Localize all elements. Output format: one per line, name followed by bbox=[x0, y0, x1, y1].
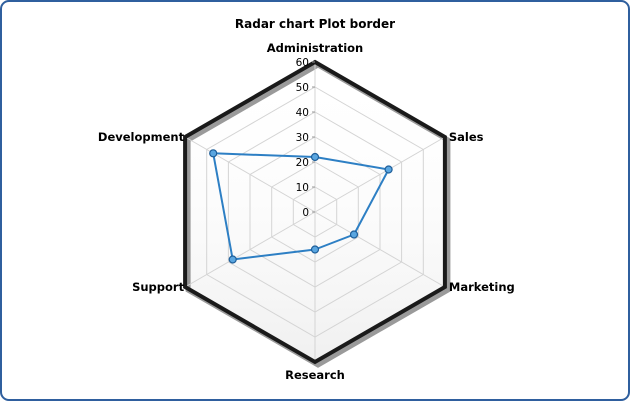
axis-label-development: Development bbox=[98, 130, 185, 144]
tick-label: 30 bbox=[296, 132, 309, 144]
tick-label: 0 bbox=[302, 207, 309, 219]
data-point-sales bbox=[384, 165, 393, 174]
chart-title: Radar chart Plot border bbox=[235, 17, 395, 31]
data-point-marketing bbox=[349, 230, 359, 239]
grid-spoke bbox=[184, 211, 316, 288]
tick-label: 10 bbox=[296, 182, 309, 194]
grid-spoke bbox=[184, 136, 316, 213]
grid-spoke bbox=[314, 211, 446, 288]
plot-border-line bbox=[183, 59, 447, 365]
tick-label: 40 bbox=[296, 107, 309, 119]
axis-labels: Administration Sales Marketing Research Supp… bbox=[98, 41, 515, 382]
axis-label-research: Research bbox=[285, 368, 345, 382]
tick-label: 60 bbox=[296, 57, 309, 69]
axis-label-administration: Administration bbox=[267, 41, 364, 55]
data-point-administration bbox=[310, 152, 320, 162]
axis-label-sales: Sales bbox=[449, 130, 484, 144]
data-point-support bbox=[228, 255, 237, 264]
grid-spoke bbox=[314, 136, 446, 213]
data-point-development bbox=[209, 149, 218, 158]
radial-ticks: 0 10 20 30 40 50 60 bbox=[296, 57, 315, 219]
tick-label: 50 bbox=[296, 82, 309, 94]
axis-label-marketing: Marketing bbox=[449, 280, 515, 294]
plot-border bbox=[183, 59, 447, 365]
tick-label: 20 bbox=[296, 157, 309, 169]
series-layer bbox=[209, 149, 393, 264]
data-point-research bbox=[310, 245, 320, 254]
axis-label-support: Support bbox=[132, 280, 185, 294]
